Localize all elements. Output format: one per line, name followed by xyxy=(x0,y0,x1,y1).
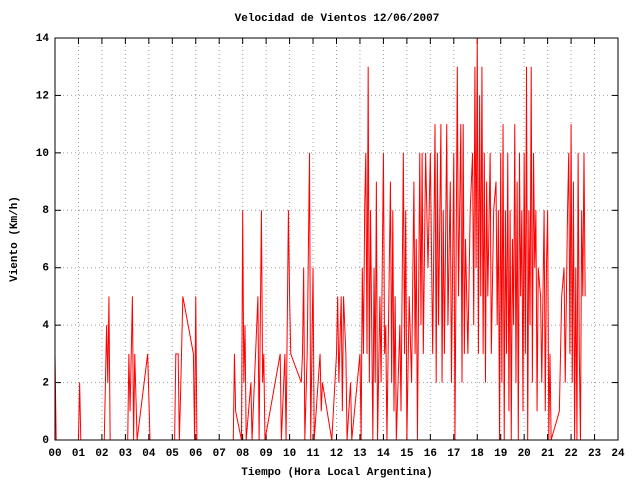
x-tick-label: 01 xyxy=(72,448,86,460)
x-tick-label: 24 xyxy=(611,448,625,460)
x-tick-label: 03 xyxy=(119,448,133,460)
x-tick-label: 14 xyxy=(377,448,391,460)
x-tick-label: 05 xyxy=(166,448,180,460)
x-tick-label: 09 xyxy=(260,448,273,460)
y-tick-label: 14 xyxy=(36,33,50,45)
x-tick-label: 08 xyxy=(236,448,250,460)
y-axis-label: Viento (Km/h) xyxy=(9,196,21,282)
x-tick-label: 16 xyxy=(424,448,437,460)
x-tick-label: 02 xyxy=(95,448,108,460)
x-tick-label: 00 xyxy=(48,448,61,460)
x-axis-label: Tiempo (Hora Local Argentina) xyxy=(241,467,432,479)
x-tick-label: 21 xyxy=(541,448,555,460)
chart-title: Velocidad de Vientos 12/06/2007 xyxy=(235,13,440,25)
data-line xyxy=(54,37,586,441)
x-tick-label: 04 xyxy=(142,448,156,460)
y-tick-label: 0 xyxy=(42,435,49,447)
x-tick-label: 11 xyxy=(306,448,320,460)
y-tick-label: 4 xyxy=(42,320,49,332)
x-tick-label: 18 xyxy=(471,448,485,460)
x-tick-label: 22 xyxy=(564,448,577,460)
x-tick-label: 20 xyxy=(518,448,531,460)
x-tick-label: 17 xyxy=(447,448,460,460)
y-tick-label: 2 xyxy=(42,377,49,389)
y-tick-label: 12 xyxy=(36,90,49,102)
x-tick-label: 15 xyxy=(400,448,414,460)
y-tick-label: 6 xyxy=(42,263,49,275)
x-tick-label: 19 xyxy=(494,448,507,460)
y-tick-label: 10 xyxy=(36,148,49,160)
x-tick-label: 10 xyxy=(283,448,296,460)
x-tick-label: 06 xyxy=(189,448,202,460)
y-tick-label: 8 xyxy=(42,205,49,217)
x-tick-label: 12 xyxy=(330,448,343,460)
x-tick-label: 13 xyxy=(353,448,367,460)
x-tick-label: 23 xyxy=(588,448,602,460)
x-tick-label: 07 xyxy=(213,448,226,460)
plot-border xyxy=(54,37,619,441)
